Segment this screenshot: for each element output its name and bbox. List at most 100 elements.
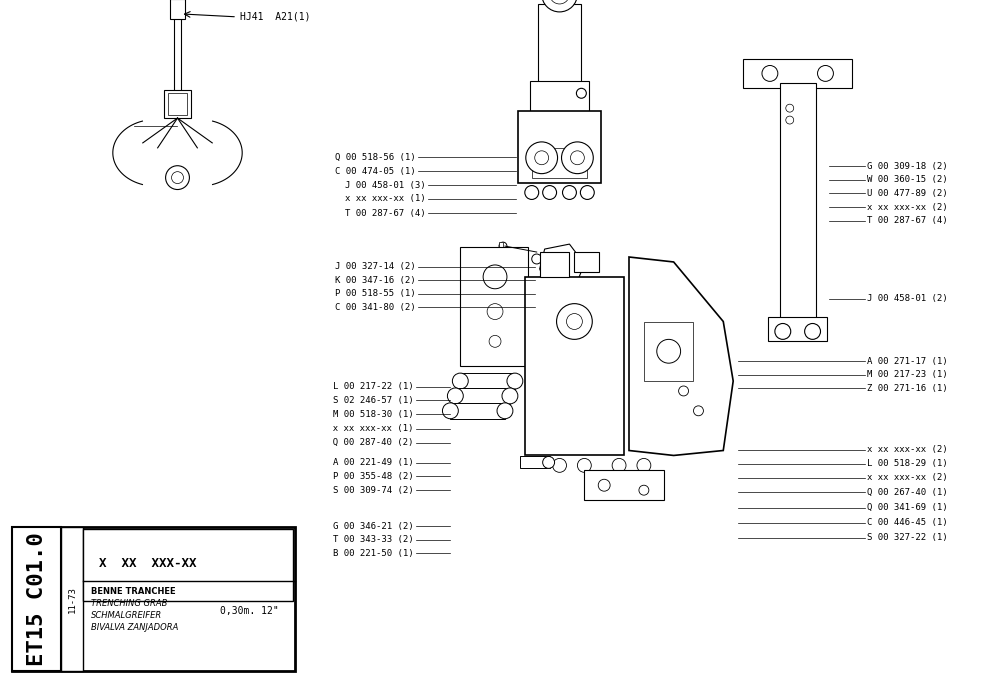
Text: BENNE TRANCHEE: BENNE TRANCHEE xyxy=(91,587,176,596)
Circle shape xyxy=(693,406,703,416)
Text: Q 00 267-40 (1): Q 00 267-40 (1) xyxy=(867,488,948,497)
Text: 11-73: 11-73 xyxy=(68,586,77,613)
Circle shape xyxy=(502,388,518,404)
Bar xyxy=(532,148,587,178)
Circle shape xyxy=(581,287,591,297)
Bar xyxy=(530,81,589,113)
Text: x xx xxx-xx (2): x xx xxx-xx (2) xyxy=(867,445,948,454)
Circle shape xyxy=(786,104,794,112)
Text: S 02 246-57 (1): S 02 246-57 (1) xyxy=(333,396,414,405)
Bar xyxy=(538,4,581,83)
Circle shape xyxy=(570,151,584,165)
Text: x xx xxx-xx (1): x xx xxx-xx (1) xyxy=(345,194,426,203)
Text: X  XX  XXX-XX: X XX XXX-XX xyxy=(99,557,197,570)
Circle shape xyxy=(657,339,681,363)
Text: C 00 474-05 (1): C 00 474-05 (1) xyxy=(335,166,416,176)
Text: T 00 287-67 (4): T 00 287-67 (4) xyxy=(345,209,426,218)
Circle shape xyxy=(452,373,468,389)
Circle shape xyxy=(483,265,507,289)
Circle shape xyxy=(550,0,569,4)
Text: W 00 360-15 (2): W 00 360-15 (2) xyxy=(867,175,948,185)
Circle shape xyxy=(499,242,507,250)
Text: M 00 217-23 (1): M 00 217-23 (1) xyxy=(867,370,948,379)
Text: Q 00 287-40 (2): Q 00 287-40 (2) xyxy=(322,438,414,447)
Text: x xx xxx-xx (2): x xx xxx-xx (2) xyxy=(867,473,948,482)
Circle shape xyxy=(543,185,557,200)
Bar xyxy=(525,277,624,456)
Circle shape xyxy=(497,403,513,419)
Text: K 00 347-16 (2): K 00 347-16 (2) xyxy=(335,276,416,285)
Text: B 00 221-50 (1): B 00 221-50 (1) xyxy=(333,549,414,557)
Bar xyxy=(499,242,503,250)
Circle shape xyxy=(543,456,555,469)
Bar xyxy=(520,456,550,469)
Circle shape xyxy=(639,485,649,495)
Text: G 00 346-21 (2): G 00 346-21 (2) xyxy=(333,521,414,531)
Circle shape xyxy=(580,185,594,200)
Bar xyxy=(12,527,61,671)
Circle shape xyxy=(166,166,189,189)
Bar xyxy=(174,14,181,93)
Text: ET15 C01.0: ET15 C01.0 xyxy=(27,532,47,666)
Bar xyxy=(574,252,599,272)
Circle shape xyxy=(562,142,593,174)
Text: Q 00 341-69 (1): Q 00 341-69 (1) xyxy=(867,503,948,512)
Text: S 00 327-22 (1): S 00 327-22 (1) xyxy=(867,533,948,542)
Circle shape xyxy=(786,116,794,124)
Text: Z 00 271-16 (1): Z 00 271-16 (1) xyxy=(867,384,948,393)
Text: HJ41  A21(1): HJ41 A21(1) xyxy=(240,12,311,22)
Bar xyxy=(768,317,827,341)
Text: A 00 221-49 (1): A 00 221-49 (1) xyxy=(333,458,414,467)
Circle shape xyxy=(489,335,501,347)
Text: U 00 477-89 (2): U 00 477-89 (2) xyxy=(867,189,948,198)
Text: L 00 217-22 (1): L 00 217-22 (1) xyxy=(333,382,414,391)
Bar xyxy=(170,0,185,19)
Circle shape xyxy=(526,142,558,174)
Circle shape xyxy=(775,324,791,339)
Text: SCHMALGREIFER: SCHMALGREIFER xyxy=(91,611,162,620)
Text: J 00 327-14 (2): J 00 327-14 (2) xyxy=(335,262,416,272)
Text: x xx xxx-xx (2): x xx xxx-xx (2) xyxy=(867,202,948,211)
Text: P 00 518-55 (1): P 00 518-55 (1) xyxy=(335,289,416,298)
Circle shape xyxy=(598,479,610,491)
Bar xyxy=(455,388,510,404)
Polygon shape xyxy=(540,244,584,293)
Circle shape xyxy=(542,0,577,12)
Circle shape xyxy=(525,185,539,200)
Circle shape xyxy=(576,88,586,98)
Circle shape xyxy=(447,388,463,404)
Circle shape xyxy=(566,313,582,330)
Circle shape xyxy=(535,151,549,165)
Bar xyxy=(743,59,852,88)
Circle shape xyxy=(553,458,566,473)
Circle shape xyxy=(679,386,689,396)
Bar xyxy=(61,527,83,671)
Circle shape xyxy=(612,458,626,473)
Circle shape xyxy=(563,185,576,200)
Circle shape xyxy=(818,66,833,81)
Text: C 00 341-80 (2): C 00 341-80 (2) xyxy=(335,303,416,312)
Bar xyxy=(168,93,187,115)
Bar xyxy=(584,471,664,500)
Bar xyxy=(460,247,528,366)
Circle shape xyxy=(442,403,458,419)
Text: M 00 518-30 (1): M 00 518-30 (1) xyxy=(333,410,414,419)
Circle shape xyxy=(507,373,523,389)
Text: T 00 343-33 (2): T 00 343-33 (2) xyxy=(333,535,414,544)
Circle shape xyxy=(532,254,542,264)
Text: T 00 287-67 (4): T 00 287-67 (4) xyxy=(867,216,948,225)
Bar xyxy=(83,529,293,601)
Text: J 00 458-01 (2): J 00 458-01 (2) xyxy=(867,294,948,303)
Bar xyxy=(644,321,693,381)
Text: Q 00 518-56 (1): Q 00 518-56 (1) xyxy=(335,153,416,162)
Circle shape xyxy=(637,458,651,473)
Circle shape xyxy=(487,304,503,319)
Bar xyxy=(540,252,569,277)
Circle shape xyxy=(577,458,591,473)
Text: G 00 309-18 (2): G 00 309-18 (2) xyxy=(867,162,948,171)
Text: 0,30m. 12": 0,30m. 12" xyxy=(220,606,279,616)
Text: J 00 458-01 (3): J 00 458-01 (3) xyxy=(345,181,426,189)
Bar xyxy=(450,403,505,419)
Text: A 00 271-17 (1): A 00 271-17 (1) xyxy=(867,356,948,365)
Bar xyxy=(780,83,816,321)
